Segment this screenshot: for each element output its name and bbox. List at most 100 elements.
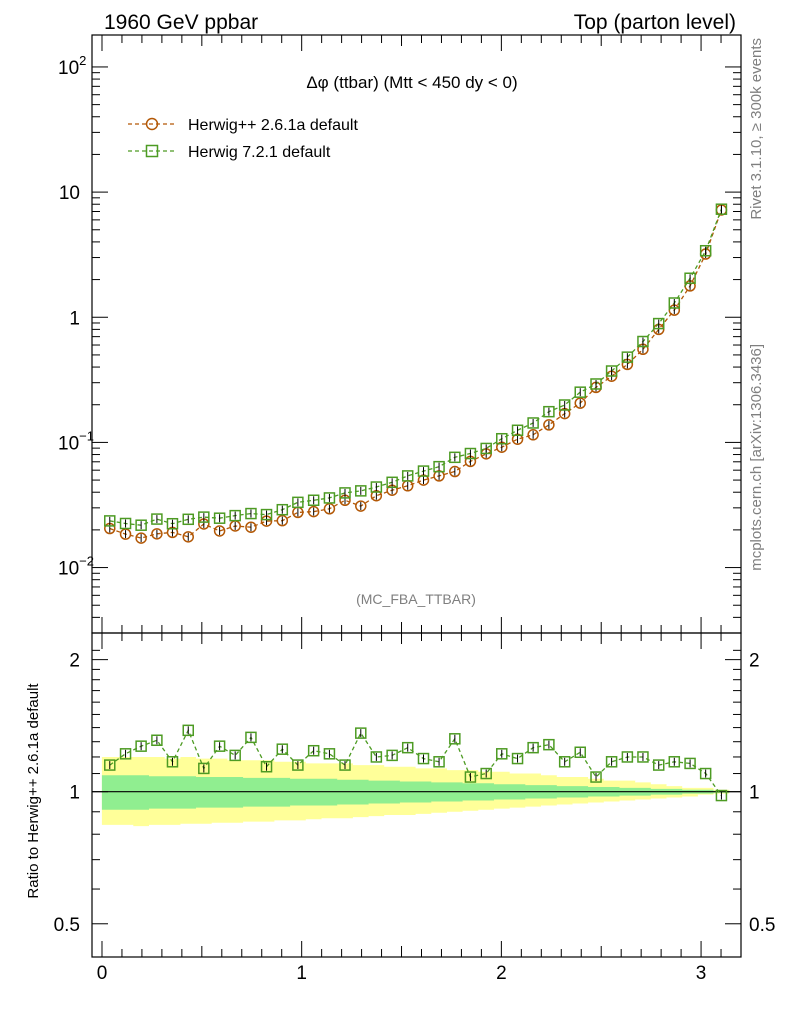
ratio-herwig7-point-square bbox=[276, 743, 289, 755]
ratio-herwig7-point-square bbox=[574, 746, 586, 759]
ratio-herwig7-point-square bbox=[292, 759, 304, 771]
ratio-herwig7-point-square bbox=[605, 756, 618, 768]
main-herwigpp-point-circle bbox=[527, 429, 539, 441]
main-herwig7-point-square bbox=[401, 470, 414, 482]
main-herwigpp-point-circle bbox=[323, 503, 336, 515]
ratio-herwig7-point-square bbox=[166, 756, 179, 768]
main-herwigpp-point-circle bbox=[574, 397, 586, 409]
ratio-y-axis-label: Ratio to Herwig++ 2.6.1a default bbox=[25, 683, 42, 899]
legend: Herwig++ 2.6.1a default Herwig 7.2.1 def… bbox=[128, 117, 358, 161]
main-herwig7-point-square bbox=[527, 417, 539, 429]
main-herwig7-point-square bbox=[104, 515, 116, 527]
y-tick-label-ratio-right: 1 bbox=[749, 783, 760, 804]
main-herwig7-point-square bbox=[558, 399, 571, 411]
main-herwig7-point-square bbox=[574, 386, 586, 398]
main-herwig7-point-square bbox=[260, 508, 273, 521]
ratio-herwig7-point-square bbox=[527, 741, 539, 754]
ratio-herwig7-point-square bbox=[621, 751, 634, 763]
ratio-herwig7-point-square bbox=[433, 756, 445, 768]
ratio-herwig7-point-square bbox=[307, 744, 320, 757]
ratio-herwig7-point-square bbox=[323, 748, 336, 760]
ratio-herwig7-point-square bbox=[401, 741, 414, 754]
main-herwig7-point-square bbox=[621, 351, 634, 363]
main-herwig7-point-square bbox=[198, 511, 210, 523]
main-herwig7-point-square bbox=[135, 519, 147, 531]
main-herwigpp-point-circle bbox=[307, 505, 320, 518]
x-tick-label: 3 bbox=[696, 963, 707, 984]
main-herwig7-point-square bbox=[543, 405, 555, 418]
y-tick-label-ratio-right: 0.5 bbox=[749, 915, 775, 936]
ratio-herwig7-point-square bbox=[590, 771, 602, 783]
main-herwig7-point-square bbox=[370, 481, 383, 493]
ratio-herwig7-point-square bbox=[543, 738, 555, 751]
main-herwigpp-point-circle bbox=[449, 465, 461, 478]
rivet-version-label: Rivet 3.1.10, ≥ 300k events bbox=[748, 38, 765, 220]
ratio-herwig7-point-square bbox=[464, 771, 477, 783]
header-right-label: Top (parton level) bbox=[574, 11, 736, 34]
y-tick-label-main: 1 bbox=[69, 308, 80, 329]
ratio-herwig7-point-square bbox=[558, 756, 571, 768]
main-herwig7-point-square bbox=[449, 451, 461, 464]
ratio-herwig7-point-square bbox=[355, 727, 367, 739]
main-herwig7-point-square bbox=[276, 503, 289, 516]
ratio-plot-frame bbox=[91, 632, 742, 958]
x-tick-label: 2 bbox=[496, 963, 507, 984]
ratio-herwig7-point-square bbox=[213, 740, 226, 752]
ratio-herwig7-point-square bbox=[496, 748, 508, 760]
ratio-herwig7-series-line bbox=[109, 728, 722, 796]
ratio-herwig7-point-square bbox=[417, 752, 430, 765]
y-tick-label-main: 10 bbox=[59, 183, 80, 204]
main-herwig7-point-square bbox=[715, 203, 728, 215]
main-herwig7-point-square bbox=[684, 272, 696, 284]
ratio-herwig7-point-square bbox=[637, 751, 649, 763]
ratio-herwig7-point-square bbox=[699, 767, 712, 780]
main-herwigpp-point-circle bbox=[182, 531, 195, 543]
y-tick-label-ratio: 1 bbox=[69, 783, 80, 804]
ratio-herwig7-point-square bbox=[339, 759, 351, 771]
ratio-herwig7-point-square bbox=[182, 724, 195, 737]
main-herwigpp-point-circle bbox=[433, 470, 445, 482]
main-herwigpp-series-line bbox=[109, 209, 723, 539]
mcplots-label: mcplots.cern.ch [arXiv:1306.3436] bbox=[748, 344, 765, 571]
main-herwig7-point-square bbox=[480, 442, 492, 455]
ratio-herwig7-point-square bbox=[449, 733, 461, 745]
main-herwig7-point-square bbox=[668, 297, 681, 309]
x-tick-label: 1 bbox=[296, 963, 307, 984]
main-herwig7-point-square bbox=[151, 513, 163, 525]
ratio-stat-uncertainty-band bbox=[101, 775, 730, 810]
main-herwig7-point-square bbox=[464, 447, 477, 460]
legend-marker-circle bbox=[145, 117, 159, 131]
legend-marker-square bbox=[145, 144, 159, 158]
y-tick-label-main: 102 bbox=[58, 53, 86, 79]
y-tick-label-ratio-right: 2 bbox=[749, 651, 760, 672]
main-herwig7-point-square bbox=[229, 509, 241, 522]
main-herwig7-point-square bbox=[605, 365, 618, 377]
main-herwig7-point-square bbox=[213, 512, 226, 524]
main-herwig7-point-square bbox=[699, 244, 712, 257]
ratio-herwig7-point-square bbox=[480, 767, 492, 780]
ratio-herwig7-point-square bbox=[370, 751, 383, 763]
main-herwig7-point-square bbox=[386, 476, 398, 489]
main-herwig7-point-square bbox=[417, 465, 430, 477]
main-herwig7-point-square bbox=[323, 492, 336, 504]
main-herwigpp-point-circle bbox=[355, 500, 367, 512]
main-herwig7-point-square bbox=[590, 378, 602, 390]
main-herwig7-point-square bbox=[355, 485, 367, 497]
main-herwig7-point-square bbox=[339, 487, 351, 499]
y-tick-label-main: 10−2 bbox=[58, 554, 94, 580]
legend-label-herwigpp: Herwig++ 2.6.1a default bbox=[188, 117, 358, 134]
ratio-herwig7-point-square bbox=[684, 757, 696, 770]
chart-title: Δφ (ttbar) (Mtt < 450 dy < 0) bbox=[306, 73, 517, 92]
ratio-herwig7-point-square bbox=[198, 762, 210, 775]
ratio-herwig7-point-square bbox=[260, 760, 273, 773]
main-herwigpp-point-circle bbox=[151, 528, 163, 540]
ratio-herwig7-point-square bbox=[229, 749, 241, 762]
header-left-label: 1960 GeV ppbar bbox=[104, 11, 258, 34]
main-herwigpp-point-circle bbox=[276, 514, 289, 527]
main-herwig7-point-square bbox=[433, 460, 445, 473]
main-herwig7-point-square bbox=[307, 494, 320, 507]
ratio-herwig7-point-square bbox=[511, 752, 524, 765]
ratio-herwig7-point-square bbox=[386, 749, 398, 762]
main-herwig7-point-square bbox=[119, 517, 132, 530]
